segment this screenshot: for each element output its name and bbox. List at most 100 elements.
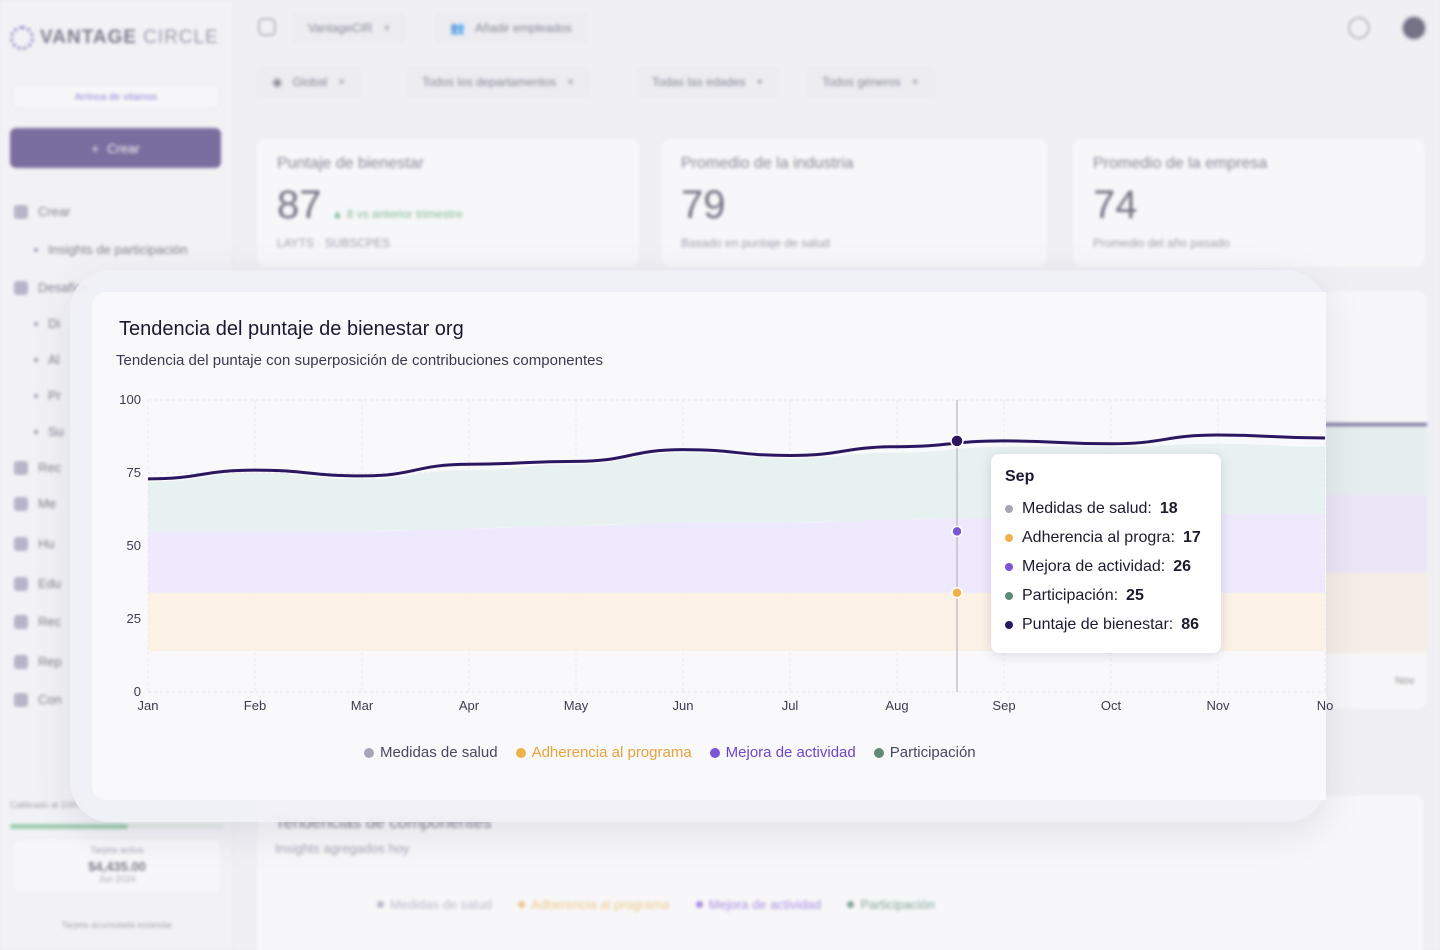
legend-item[interactable]: Participación <box>847 897 935 912</box>
chevron-down-icon: ▼ <box>755 77 765 87</box>
org-select-label: VantageCIR <box>308 21 373 35</box>
legend-item[interactable]: Adherencia al programa <box>517 897 670 912</box>
sidebar-item[interactable]: Hu <box>14 536 55 551</box>
legend-label: Participación <box>860 897 935 912</box>
stat-card: Promedio de la industria 79 Basado en punt… <box>660 138 1048 268</box>
legend-label: Adherencia al programa <box>530 897 670 912</box>
sidebar-item-label: Su <box>48 424 64 439</box>
top-bar: VantageCIR ▼ 👥 Añadir empleados ◉ Global ▼ To… <box>236 0 1440 110</box>
sidebar-item[interactable]: Rep <box>14 654 62 669</box>
add-employees-button[interactable]: 👥 Añadir empleados <box>434 12 588 44</box>
x-tick-label: Nov <box>1206 698 1230 713</box>
search-icon[interactable] <box>1348 17 1370 39</box>
vantage-logo: VANTAGE CIRCLE <box>10 26 219 50</box>
legend-dot <box>709 747 720 758</box>
tooltip-label: Adherencia al progra: <box>1022 528 1175 546</box>
stat-number: 87 <box>277 183 322 227</box>
sidebar-progress <box>10 824 224 829</box>
tooltip-row: Participación: 25 <box>1005 581 1207 610</box>
tooltip-value: 18 <box>1159 499 1178 517</box>
menu-icon <box>14 692 28 707</box>
sidebar-item[interactable]: Rec <box>14 614 61 629</box>
sidebar-item[interactable]: Insights de participación <box>34 242 187 257</box>
x-tick-label: Jan <box>138 698 159 713</box>
bullet-icon <box>34 321 38 326</box>
tooltip-label: Participación: <box>1022 586 1119 604</box>
tooltip-row: Mejora de actividad: 26 <box>1005 552 1207 581</box>
tooltip-rows: Medidas de salud: 18 Adherencia al progra:… <box>1005 494 1207 639</box>
legend-label: Mejora de actividad <box>708 897 822 912</box>
globe-icon: ◉ <box>272 75 283 89</box>
tooltip-label: Puntaje de bienestar: <box>1022 615 1174 633</box>
menu-icon <box>14 536 28 551</box>
add-employees-label: Añadir empleados <box>474 21 572 35</box>
x-tick-label: Aug <box>885 698 908 713</box>
balance-card: Tarjeta activa $4,435.00 Jun 2024 <box>12 838 222 894</box>
bg-area-activity <box>1321 495 1427 573</box>
chevron-down-icon: ▼ <box>910 77 920 87</box>
legend-dot <box>847 901 855 908</box>
sidebar-item-label: Con <box>38 692 62 707</box>
bullet-icon <box>34 393 38 398</box>
filter-label: Todas las edades <box>652 75 746 89</box>
balance-label: Tarjeta activa <box>90 845 144 855</box>
avatar[interactable] <box>1400 14 1428 42</box>
sidebar-item[interactable]: Crear <box>14 204 71 219</box>
x-tick-label: Apr <box>459 698 480 713</box>
sidebar-item[interactable]: Me <box>14 496 56 511</box>
window-icon[interactable] <box>258 18 276 36</box>
legend-item[interactable]: Medidas de salud <box>377 897 492 912</box>
org-select[interactable]: VantageCIR ▼ <box>292 12 408 44</box>
sidebar-item-label: Edu <box>38 576 62 591</box>
sidebar-item[interactable]: Con <box>14 692 62 707</box>
panel-legend: Medidas de salud Adherencia al programa Me… <box>377 897 935 912</box>
sidebar-item[interactable]: Edu <box>14 576 61 591</box>
tooltip-value: 17 <box>1182 528 1201 546</box>
x-tick-label: Jul <box>782 698 799 713</box>
stat-value: 79 <box>681 183 1027 228</box>
chart-focus-frame: Tendencia del puntaje de bienestar org T… <box>70 270 1333 822</box>
tooltip-label: Medidas de salud: <box>1022 499 1152 517</box>
sidebar-footer-label: Calibrado al 100% <box>10 800 84 810</box>
chevron-down-icon: ▼ <box>566 77 576 87</box>
bg-chart-tick: Nov <box>1395 675 1415 687</box>
filter-select[interactable]: Todas las edades ▼ <box>636 66 781 98</box>
y-tick-label: 25 <box>127 611 141 626</box>
bg-area-adherence <box>1321 573 1427 653</box>
legend-item[interactable]: Participación <box>873 744 976 761</box>
legend-label: Medidas de salud <box>390 897 492 912</box>
tooltip-row: Medidas de salud: 18 <box>1005 494 1207 523</box>
stat-number: 74 <box>1093 183 1138 227</box>
x-tick-label: Mar <box>351 698 374 713</box>
legend-dot <box>515 747 526 758</box>
stat-note: Basado en puntaje de salud <box>681 236 830 250</box>
sidebar-item[interactable]: Rec <box>14 460 61 475</box>
legend-item[interactable]: Mejora de actividad <box>695 897 822 912</box>
legend-dot <box>364 747 374 758</box>
create-button[interactable]: + Crear <box>10 128 221 168</box>
line-puntaje-de-bienestar <box>147 433 1326 481</box>
legend-label: Medidas de salud <box>380 744 498 761</box>
sidebar-item[interactable]: Di <box>34 316 60 331</box>
logo-icon <box>10 26 34 50</box>
sidebar-item[interactable]: Su <box>34 424 64 439</box>
sidebar-item[interactable]: Al <box>34 352 60 367</box>
sidebar-item[interactable]: Pr <box>34 388 61 403</box>
legend-item[interactable]: Mejora de actividad <box>709 744 856 761</box>
tooltip-value: 86 <box>1181 615 1200 633</box>
menu-icon <box>14 576 28 591</box>
filter-select[interactable]: Todos los departamentos ▼ <box>406 66 592 98</box>
filter-select[interactable]: Todos géneros ▼ <box>806 66 936 98</box>
legend-item[interactable]: Adherencia al programa <box>515 744 692 761</box>
panel-subtitle: Insights agregados hoy <box>275 841 410 856</box>
card-title: Tendencia del puntaje de bienestar org <box>119 318 464 340</box>
legend-item[interactable]: Medidas de salud <box>364 744 498 761</box>
stat-title: Promedio de la empresa <box>1093 155 1268 172</box>
filter-select[interactable]: ◉ Global ▼ <box>256 66 363 98</box>
sidebar-item-label: Me <box>38 496 57 511</box>
tooltip-dot <box>1005 620 1013 629</box>
sidebar-item-label: Rec <box>38 460 62 475</box>
sidebar-pill[interactable]: Arrinca de vitamos <box>12 84 220 110</box>
logo-text: VANTAGE <box>40 27 138 48</box>
